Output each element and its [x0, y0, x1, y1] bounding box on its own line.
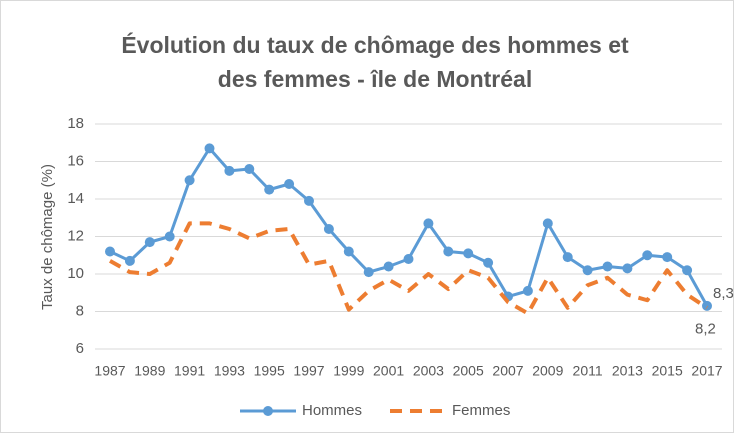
data-point	[403, 254, 414, 264]
data-point	[244, 164, 255, 174]
data-point	[264, 184, 275, 195]
data-point	[622, 263, 633, 274]
data-point	[423, 218, 434, 229]
y-tick-label: 12	[67, 227, 84, 244]
data-point	[323, 224, 334, 234]
data-point	[383, 261, 394, 272]
data-point	[343, 246, 354, 257]
data-point	[363, 267, 374, 278]
data-point	[682, 265, 693, 276]
data-point	[164, 231, 175, 242]
x-tick-label: 1995	[254, 363, 285, 379]
x-tick-label: 1997	[293, 363, 324, 379]
data-point	[144, 237, 155, 248]
data-point	[582, 265, 593, 276]
data-label: 8,2	[695, 321, 716, 338]
data-point	[304, 195, 314, 206]
data-point	[463, 248, 474, 259]
chart-title: Évolution du taux de chômage des hommes …	[121, 31, 629, 58]
x-tick-label: 1999	[333, 363, 364, 379]
legend-label: Femmes	[452, 402, 510, 419]
legend-marker	[263, 406, 273, 416]
data-point	[224, 165, 235, 176]
data-point	[542, 218, 553, 229]
data-point	[602, 261, 613, 272]
y-tick-label: 14	[67, 190, 84, 207]
x-tick-label: 1987	[94, 363, 125, 379]
data-point	[642, 250, 653, 261]
line-series	[109, 221, 709, 316]
y-tick-label: 10	[67, 265, 84, 282]
x-tick-label: 1993	[214, 363, 245, 379]
data-point	[184, 175, 195, 186]
x-tick-label: 2015	[652, 363, 683, 379]
data-label: 8,3	[713, 285, 734, 302]
x-tick-label: 2007	[492, 363, 523, 379]
y-tick-label: 18	[67, 115, 84, 132]
data-point	[562, 252, 573, 263]
x-tick-label: 2009	[532, 363, 563, 379]
legend-label: Hommes	[302, 402, 362, 419]
y-tick-label: 16	[67, 152, 84, 169]
data-point	[124, 255, 135, 266]
x-tick-label: 1989	[134, 363, 165, 379]
chart-title: des femmes - île de Montréal	[218, 66, 532, 92]
data-point	[204, 143, 215, 154]
x-tick-label: 2003	[413, 363, 444, 379]
data-point	[702, 300, 712, 311]
data-point	[105, 246, 115, 257]
y-tick-label: 6	[76, 340, 84, 357]
x-tick-label: 2001	[373, 363, 404, 379]
x-tick-label: 2017	[691, 363, 722, 379]
y-axis-label: Taux de chômage (%)	[39, 164, 56, 310]
data-point	[522, 285, 533, 296]
y-tick-label: 8	[76, 302, 84, 319]
x-tick-label: 1991	[174, 363, 205, 379]
data-point	[284, 179, 295, 189]
data-point	[443, 246, 454, 257]
x-tick-label: 2011	[573, 363, 603, 379]
x-tick-label: 2013	[612, 363, 643, 379]
data-point	[662, 252, 673, 263]
data-point	[483, 257, 494, 268]
x-tick-label: 2005	[453, 363, 484, 379]
